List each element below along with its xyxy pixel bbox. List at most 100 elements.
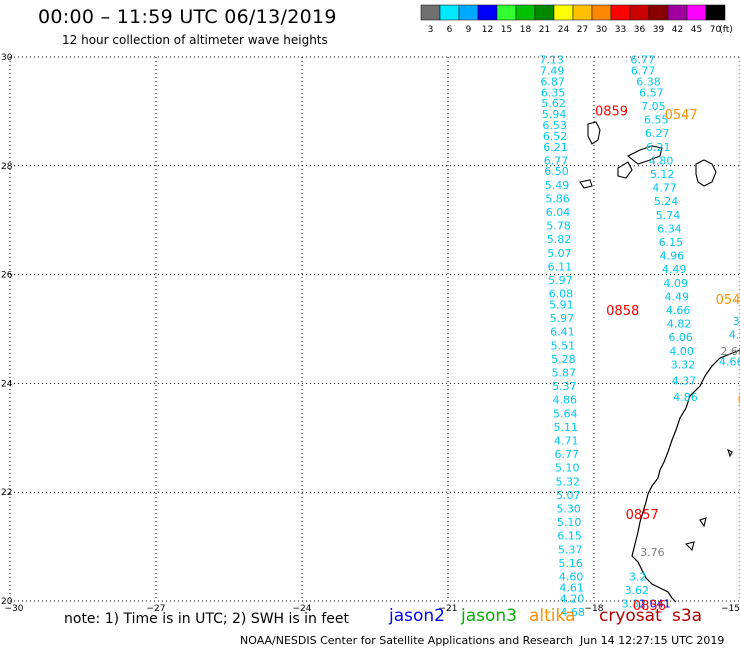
swh-value: 6.57 (639, 86, 664, 99)
colorbar-swatch (420, 4, 441, 21)
lat-label: 22 (1, 488, 12, 498)
colorbar-swatch (610, 4, 631, 21)
swh-value: 7.49 (540, 65, 565, 78)
swh-value: 5.32 (555, 475, 580, 488)
pass-time-label: 0856 (633, 599, 666, 614)
footer-note: note: 1) Time is in UTC; 2) SWH is in fe… (64, 611, 350, 627)
swh-value: 5.11 (554, 421, 579, 434)
island-lanzarote (695, 159, 717, 187)
swh-value: 5.30 (556, 503, 581, 516)
swh-value: 6.38 (636, 75, 661, 88)
swh-value: 6.77 (554, 448, 579, 461)
page-title: 00:00 – 11:59 UTC 06/13/2019 (38, 6, 337, 28)
swh-value: 5.86 (545, 192, 570, 205)
swh-value: 4.86 (553, 394, 578, 407)
pass-time-label: 0547 (665, 108, 698, 123)
swh-value: 5.37 (552, 380, 577, 393)
swh-value: 4.49 (662, 263, 687, 276)
swh-tracks: 7.137.496.876.355.625.946.536.526.216.77… (539, 54, 740, 619)
lat-label: 30 (1, 53, 13, 63)
swh-value: 4.96 (660, 250, 685, 263)
pass-time-label: 0857 (626, 508, 659, 523)
swh-value: 7.05 (641, 100, 666, 113)
satellite-legend-item: jason3 (461, 606, 517, 626)
swh-value: 4.77 (652, 182, 677, 195)
colorbar-swatch (648, 4, 669, 21)
colorbar-swatch (458, 4, 479, 21)
swh-value: 6.08 (549, 288, 574, 301)
colorbar-swatch (553, 4, 574, 21)
pass-time-label: 0859 (595, 104, 628, 119)
swh-value: 5.78 (546, 220, 571, 233)
swh-value: 5.87 (552, 367, 577, 380)
african-coastline (631, 349, 740, 603)
swh-value: 4.37 (672, 375, 697, 388)
colorbar-swatch (477, 4, 498, 21)
swh-value: 5.82 (547, 233, 572, 246)
swh-value: 5.51 (551, 339, 576, 352)
colorbar-swatch (591, 4, 612, 21)
swh-value: 6.27 (645, 127, 670, 140)
colorbar-label: 3 (428, 25, 434, 35)
swh-value: 3.76 (640, 546, 665, 559)
footer-credit: NOAA/NESDIS Center for Satellite Applica… (240, 634, 574, 647)
swh-value: 6.04 (546, 206, 571, 219)
colorbar-swatch (515, 4, 536, 21)
swh-value: 4.66 (719, 356, 740, 369)
swh-value: 6.53 (542, 119, 567, 132)
lon-label: −27 (147, 604, 166, 614)
island-el-hierro (579, 179, 593, 189)
swh-value: 5.97 (550, 312, 575, 325)
swh-value: 7.13 (539, 54, 564, 67)
swh-value: 5.16 (558, 557, 583, 570)
swh-value: 5.49 (545, 179, 570, 192)
swh-value: 6.11 (548, 260, 573, 273)
colorbar-swatch (496, 4, 517, 21)
swh-value: 3.32 (622, 598, 647, 611)
swh-value: 4.60 (559, 571, 584, 584)
swh-value: 6.55 (644, 114, 669, 127)
colorbar-label: 39 (653, 25, 665, 35)
lon-label: −15 (721, 604, 740, 614)
swh-value: 5.64 (553, 407, 578, 420)
colorbar-swatch (705, 4, 726, 21)
island-small-a (699, 517, 707, 528)
lat-label: 24 (1, 379, 13, 389)
swh-value: 4.4 (729, 328, 740, 341)
colorbar-label: 15 (501, 25, 512, 35)
swh-value: 5.97 (548, 274, 573, 287)
satellite-legend-item: s3a (672, 606, 703, 626)
swh-value: 6.15 (557, 530, 582, 543)
swh-value: 3.2 (629, 571, 647, 584)
swh-value: 5.62 (541, 97, 566, 110)
swh-value: 4.66 (666, 304, 691, 317)
pass-time-label: 0858 (606, 304, 639, 319)
island-small-b (727, 448, 733, 458)
swh-value: 4.61 (559, 581, 584, 594)
swh-value: 6.87 (540, 75, 565, 88)
swh-value: 6.77 (544, 154, 569, 167)
lat-label: 26 (1, 271, 13, 281)
swh-value: 5.74 (656, 209, 681, 222)
swh-value: 4.20 (560, 592, 585, 605)
swh-value: 6.50 (544, 165, 569, 178)
swh-value: 5.24 (654, 195, 679, 208)
swh-value: 5.10 (555, 462, 580, 475)
colorbar-label: 30 (596, 25, 608, 35)
page-subtitle: 12 hour collection of altimeter wave hei… (62, 33, 328, 47)
swh-value: 4.71 (554, 435, 579, 448)
swh-value: 6.41 (550, 326, 575, 339)
swh-value: 2.68 (720, 345, 740, 358)
colorbar-label: 36 (634, 25, 646, 35)
colorbar-label: 21 (539, 25, 550, 35)
swh-value: 6.77 (631, 65, 656, 78)
swh-value: 4.82 (667, 318, 692, 331)
swh-value: 6.35 (541, 86, 566, 99)
swh-value: 5.37 (558, 543, 583, 556)
swh-value: 4.68 (560, 606, 585, 619)
swh-value: 5.94 (542, 108, 567, 121)
swh-value: 6.34 (657, 222, 682, 235)
satellite-legend-item: jason2 (389, 606, 445, 626)
swh-value: 6.77 (630, 54, 655, 67)
